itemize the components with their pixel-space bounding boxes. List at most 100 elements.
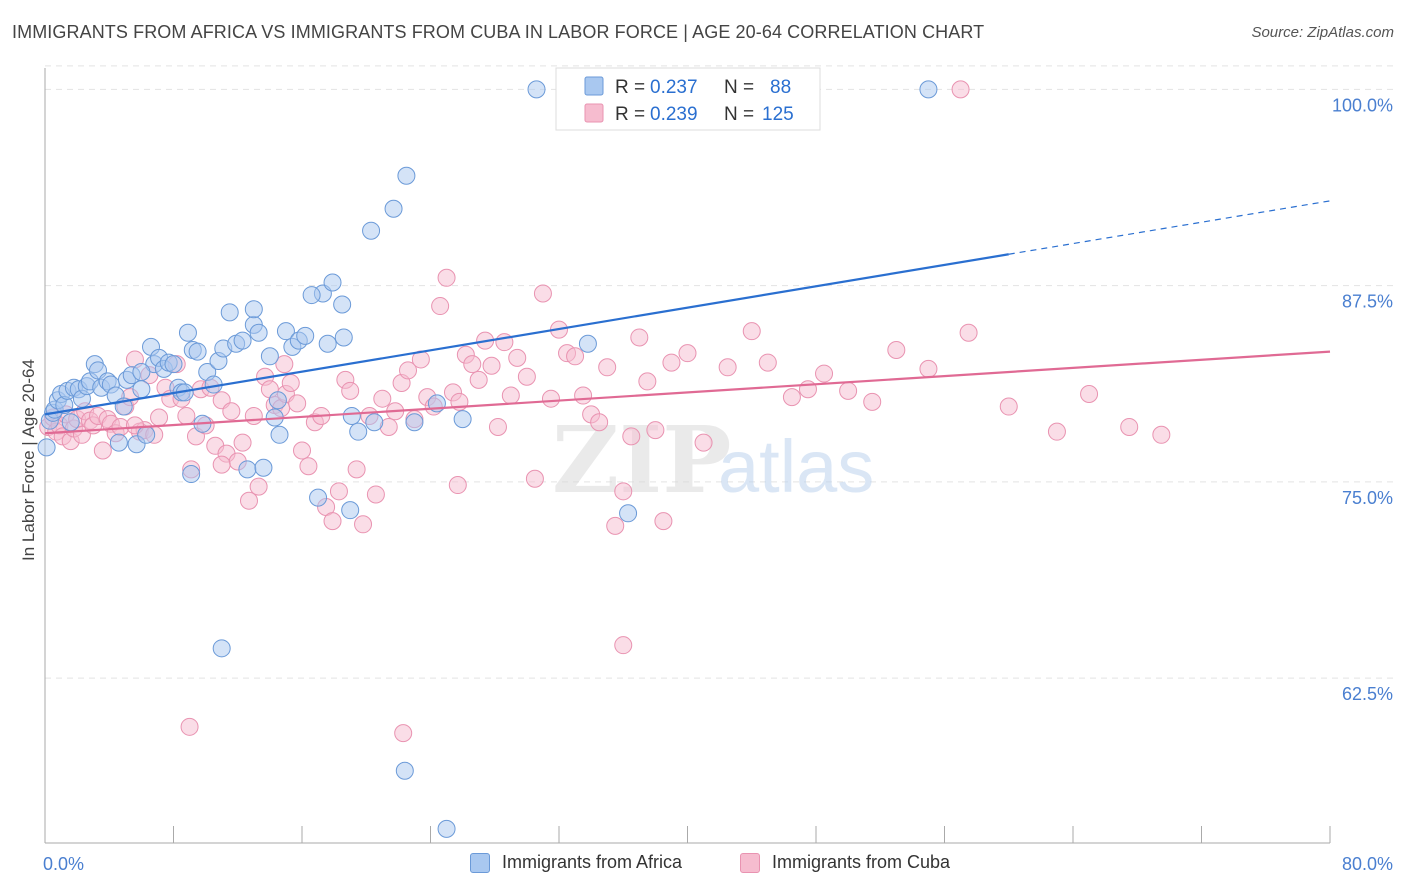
cuba-point — [1120, 417, 1139, 436]
cuba-point — [919, 359, 938, 378]
africa-point — [254, 458, 273, 477]
cuba-point — [93, 441, 112, 460]
cuba-point — [694, 433, 713, 452]
africa-point — [296, 326, 315, 345]
cuba-point — [815, 364, 834, 383]
africa-point — [137, 425, 156, 444]
cuba-point — [177, 406, 196, 425]
cuba-point — [863, 392, 882, 411]
cuba-point — [525, 469, 544, 488]
cuba-point — [638, 372, 657, 391]
cuba-point — [431, 297, 450, 316]
watermark-zip: ZIP — [552, 406, 731, 514]
cuba-point — [469, 370, 488, 389]
cuba-point — [598, 358, 617, 377]
cuba-point — [574, 386, 593, 405]
cuba-point — [782, 388, 801, 407]
cuba-point — [150, 408, 169, 427]
stats-africa-n-value: 88 — [770, 77, 791, 98]
africa-point — [619, 504, 638, 523]
cuba-point — [239, 491, 258, 510]
stats-africa-swatch — [584, 76, 604, 96]
trend-lines — [44, 200, 1331, 435]
cuba-point — [366, 485, 385, 504]
x-tick-label-max: 80.0% — [1342, 854, 1393, 874]
cuba-point — [533, 284, 552, 303]
africa-point — [437, 819, 456, 838]
cuba-point — [347, 460, 366, 479]
cuba-point — [999, 397, 1018, 416]
legend-cuba-swatch — [740, 852, 760, 873]
cuba-point — [437, 268, 456, 287]
cuba-point — [606, 516, 625, 535]
cuba-point — [718, 358, 737, 377]
cuba-point — [244, 406, 263, 425]
africa-point — [362, 221, 381, 240]
africa-point — [188, 342, 207, 361]
africa-point — [132, 363, 151, 381]
series-africa-points — [37, 80, 938, 838]
y-tick-label: 100.0% — [1332, 95, 1393, 115]
africa-point — [309, 488, 328, 507]
cuba-point — [654, 512, 673, 531]
cuba-point — [887, 341, 906, 360]
cuba-point — [566, 347, 585, 366]
watermark: ZIP atlas — [552, 406, 874, 514]
africa-point — [238, 460, 257, 479]
y-tick-label: 87.5% — [1342, 292, 1393, 312]
africa-point — [302, 286, 321, 305]
cuba-point — [212, 455, 231, 474]
source-label: Source: ZipAtlas.com — [1251, 24, 1394, 41]
cuba-point — [501, 386, 520, 405]
cuba-point — [541, 389, 560, 408]
africa-point — [527, 80, 546, 99]
cuba-point — [281, 373, 300, 392]
legend: Immigrants from Africa Immigrants from C… — [0, 848, 1406, 880]
cuba-point — [399, 361, 418, 380]
africa-point — [334, 328, 353, 347]
africa-point — [384, 199, 403, 218]
africa-point — [178, 323, 197, 342]
legend-item-cuba[interactable]: Immigrants from Cuba — [740, 852, 950, 873]
cuba-point — [275, 355, 294, 374]
cuba-point — [233, 433, 252, 452]
cuba-point — [180, 717, 199, 736]
cuba-point — [1152, 425, 1171, 444]
cuba-point — [1047, 422, 1066, 441]
stats-cuba-r-value: 0.239 — [650, 104, 698, 125]
cuba-point — [742, 322, 761, 341]
africa-point — [333, 295, 352, 314]
africa-trend-extension — [1008, 200, 1331, 255]
africa-point — [212, 639, 231, 658]
cuba-point — [249, 477, 268, 496]
cuba-point — [630, 328, 649, 347]
y-axis-label: In Labor Force | Age 20-64 — [19, 359, 38, 561]
cuba-point — [590, 413, 609, 432]
cuba-point — [646, 421, 665, 440]
legend-item-africa[interactable]: Immigrants from Africa — [470, 852, 682, 873]
cuba-point — [951, 80, 970, 99]
stats-africa-r-label: R = — [615, 77, 650, 98]
africa-point — [249, 323, 268, 342]
cuba-point — [463, 355, 482, 374]
tick-labels: 100.0% 87.5% 75.0% 62.5% 0.0% 80.0% — [43, 95, 1393, 874]
cuba-point — [622, 427, 641, 446]
africa-point — [349, 422, 368, 441]
africa-point — [268, 391, 287, 410]
africa-point — [109, 433, 128, 452]
africa-point — [395, 761, 414, 780]
chart-title: IMMIGRANTS FROM AFRICA VS IMMIGRANTS FRO… — [12, 22, 985, 42]
africa-point — [233, 331, 252, 350]
x-tick-label-min: 0.0% — [43, 854, 84, 874]
cuba-point — [614, 636, 633, 655]
stats-cuba-n-label: N = — [724, 104, 759, 125]
cuba-point — [839, 381, 858, 400]
africa-point — [270, 425, 289, 444]
cuba-point — [394, 724, 413, 743]
cuba-point — [373, 389, 392, 408]
cuba-point — [488, 417, 507, 436]
cuba-point — [1080, 384, 1099, 403]
africa-point — [341, 501, 360, 520]
cuba-point — [508, 348, 527, 367]
africa-point — [318, 334, 337, 353]
